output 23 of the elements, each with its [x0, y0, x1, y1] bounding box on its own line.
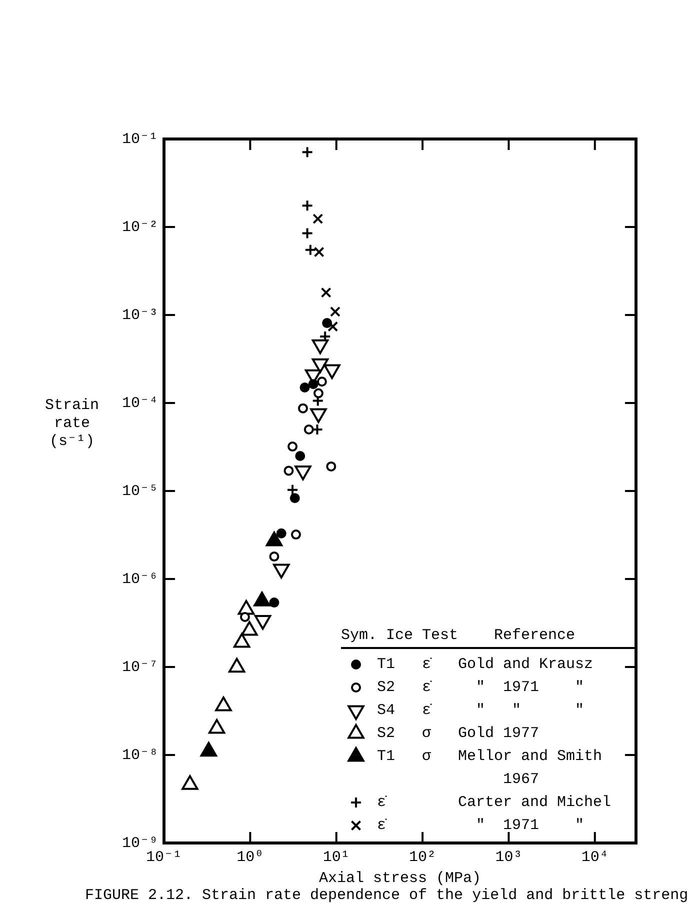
y-tick-label: 10⁻²: [122, 218, 158, 236]
x-axis-title: Axial stress (MPa): [318, 870, 482, 887]
legend-label: T1 ε̇ Gold and Krausz: [377, 655, 594, 675]
x-tick-label: 10⁴: [581, 848, 608, 866]
legend-label: ε̇ " 1971 ": [377, 816, 584, 836]
legend-label: S2 ε̇ " 1971 ": [377, 678, 584, 698]
x-tick-label: 10⁰: [236, 848, 264, 866]
x-tick-label: 10²: [409, 848, 436, 866]
y-tick-label: 10⁻⁸: [122, 746, 158, 764]
legend-title: Sym. Ice Test Reference: [341, 625, 636, 649]
legend-label: ε̇ Carter and Michel: [377, 793, 612, 813]
x-tick-label: 10³: [495, 848, 522, 866]
legend-label: S4 ε̇ " " ": [377, 701, 584, 721]
y-tick-label: 10⁻⁷: [122, 658, 158, 676]
y-tick-label: 10⁻¹: [122, 130, 158, 148]
legend-label: S2 σ Gold 1977: [377, 724, 540, 744]
x-tick-label: 10¹: [322, 848, 350, 866]
y-tick-label: 10⁻⁴: [122, 394, 158, 412]
y-axis-title: Strain rate (s⁻¹): [44, 397, 100, 451]
y-tick-label: 10⁻³: [122, 306, 158, 324]
caption: FIGURE 2.12. Strain rate dependence of the yield and brittle streng: [85, 887, 688, 904]
y-tick-label: 10⁻⁶: [122, 570, 158, 588]
y-tick-label: 10⁻⁵: [122, 482, 158, 500]
